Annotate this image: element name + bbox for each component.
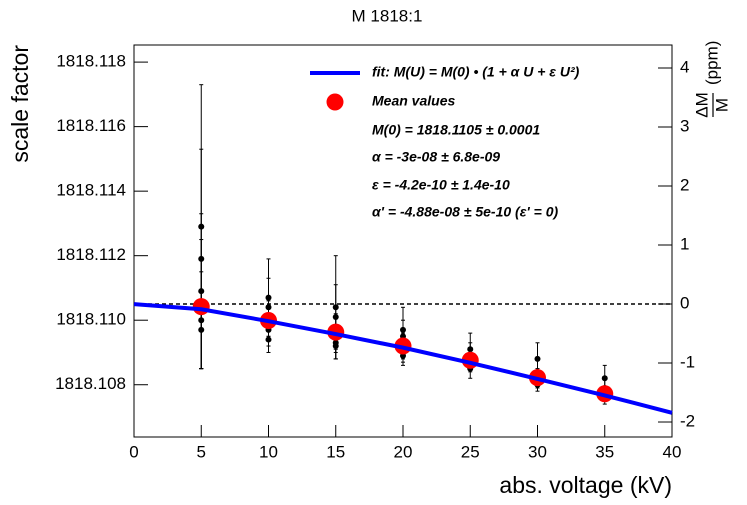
x-tick-label: 25 bbox=[461, 442, 480, 461]
x-tick-label: 30 bbox=[528, 442, 547, 461]
y-tick-label: 1818.116 bbox=[56, 116, 126, 135]
measurement-point bbox=[198, 326, 205, 333]
x-tick-label: 40 bbox=[663, 442, 682, 461]
x-tick-label: 5 bbox=[197, 442, 206, 461]
annotation: α' = -4.88e-08 ± 5e-10 (ε' = 0) bbox=[372, 204, 558, 220]
x-tick-label: 15 bbox=[326, 442, 345, 461]
x-axis-label: abs. voltage (kV) bbox=[499, 472, 672, 498]
y2-label-unit: (ppm) bbox=[702, 41, 721, 85]
y2-label-denominator: M bbox=[712, 98, 731, 112]
x-tick-label: 20 bbox=[394, 442, 413, 461]
legend: Mean values fit: M(U) = M(0) • (1 + α U +… bbox=[310, 64, 580, 220]
y2-tick-label: 3 bbox=[680, 116, 689, 135]
x-tick-label: 0 bbox=[129, 442, 138, 461]
annotation: α = -3e-08 ± 6.8e-09 bbox=[372, 149, 500, 165]
annotation: ε = -4.2e-10 ± 1.4e-10 bbox=[372, 177, 510, 193]
fit-line bbox=[133, 302, 673, 415]
measurement-point bbox=[332, 343, 339, 350]
y2-tick-label: 2 bbox=[680, 175, 689, 194]
y2-tick-label: 1 bbox=[680, 234, 689, 253]
y-tick-label: 1818.118 bbox=[56, 52, 126, 71]
y2-tick-label: -2 bbox=[680, 411, 695, 430]
y-tick-label: 1818.112 bbox=[56, 245, 126, 264]
y2-tick-label: 0 bbox=[680, 293, 689, 312]
y-axis-label: scale factor bbox=[7, 45, 33, 163]
chart-title: M 1818:1 bbox=[352, 6, 423, 25]
measurement-point bbox=[265, 336, 272, 343]
mean-point bbox=[192, 298, 210, 316]
y2-tick-label: 4 bbox=[680, 57, 689, 76]
y-tick-label: 1818.110 bbox=[56, 310, 126, 329]
y2-tick-label: -1 bbox=[680, 352, 695, 371]
x-tick-label: 10 bbox=[259, 442, 278, 461]
x-tick-label: 35 bbox=[595, 442, 614, 461]
y-tick-label: 1818.114 bbox=[56, 181, 126, 200]
legend-label: fit: M(U) = M(0) • (1 + α U + ε U²) bbox=[372, 64, 580, 80]
legend-swatch bbox=[326, 93, 344, 111]
y2-axis-label: ΔM M (ppm) bbox=[692, 41, 731, 118]
y-tick-label: 1818.108 bbox=[55, 374, 126, 393]
annotation: M(0) = 1818.1105 ± 0.0001 bbox=[372, 122, 540, 138]
legend-label: Mean values bbox=[372, 93, 455, 109]
y2-label-numerator: ΔM bbox=[692, 92, 711, 118]
